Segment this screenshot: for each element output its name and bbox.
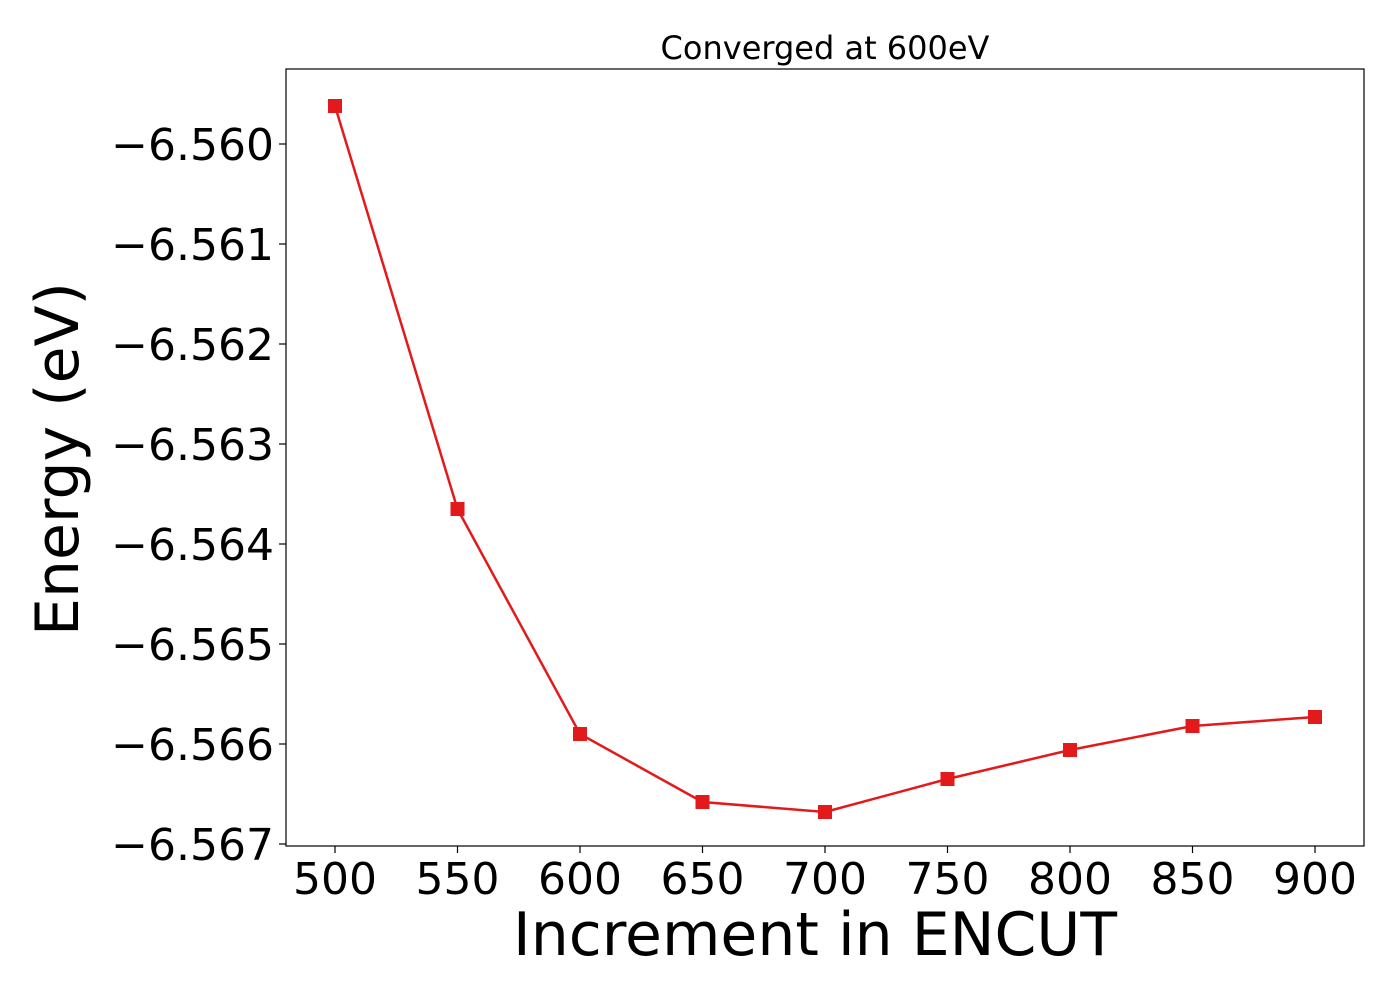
plot-frame <box>285 68 1365 847</box>
x-tick-label: 700 <box>783 854 867 905</box>
data-point-marker <box>1063 743 1077 757</box>
data-point-marker <box>328 99 342 113</box>
y-tick-label: −6.562 <box>111 320 274 371</box>
chart-title: Converged at 600eV <box>661 29 990 67</box>
x-tick-label: 650 <box>661 854 745 905</box>
data-point-marker <box>573 727 587 741</box>
y-tick-label: −6.567 <box>111 820 274 871</box>
x-tick-label: 850 <box>1151 854 1235 905</box>
plot-area: 500 550 600 650 700 750 800 850 900 −6.560 −6.561 −… <box>111 68 1365 905</box>
x-tick-label: 600 <box>538 854 622 905</box>
x-tick-label: 800 <box>1028 854 1112 905</box>
series-line <box>333 105 1316 814</box>
x-axis-label: Increment in ENCUT <box>513 900 1117 970</box>
y-axis-label: Energy (eV) <box>23 282 93 636</box>
data-point-marker <box>450 502 465 516</box>
y-tick-label: −6.565 <box>111 620 274 671</box>
data-point-marker <box>1185 719 1200 733</box>
x-tick-label: 900 <box>1273 854 1357 905</box>
y-tick-label: −6.566 <box>111 720 274 771</box>
x-tick-label: 750 <box>906 854 990 905</box>
x-tick-label: 500 <box>293 854 377 905</box>
y-tick-label: −6.560 <box>111 120 274 171</box>
data-point-marker <box>940 772 955 786</box>
data-point-marker <box>695 795 710 809</box>
y-tick-label: −6.563 <box>111 420 274 471</box>
x-tick-label: 550 <box>416 854 500 905</box>
y-tick-label: −6.561 <box>111 220 274 271</box>
data-point-marker <box>818 805 832 819</box>
data-point-marker <box>1308 710 1322 724</box>
y-tick-label: −6.564 <box>111 520 274 571</box>
